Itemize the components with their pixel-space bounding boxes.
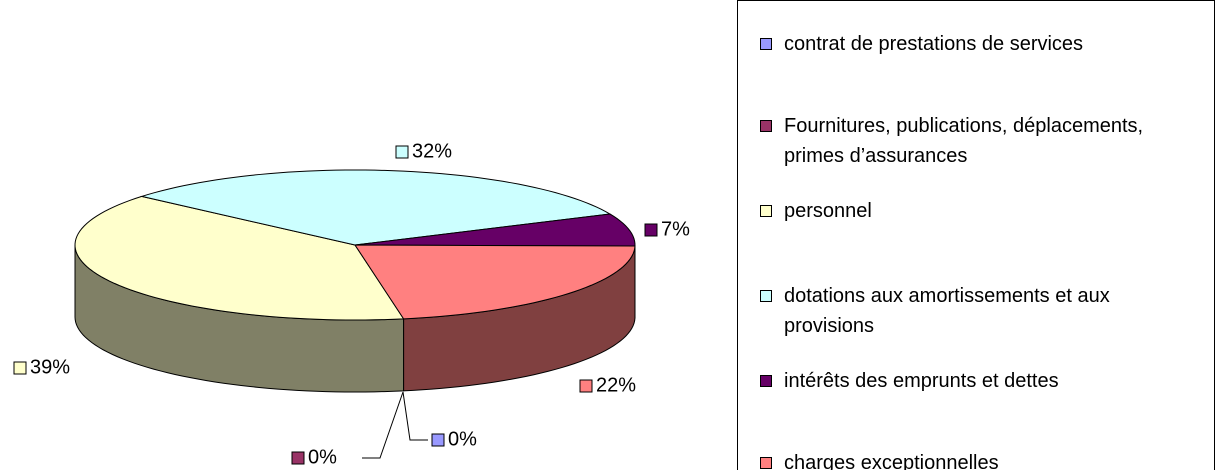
legend-item: charges exceptionnelles (760, 448, 1190, 470)
legend-swatch (760, 205, 772, 217)
leader-line (402, 391, 428, 441)
leader-line (362, 391, 404, 459)
slice (354, 244, 636, 320)
data-label: 39% (30, 356, 70, 378)
label-swatch (431, 433, 445, 447)
slice (74, 195, 405, 321)
legend-swatch (760, 290, 772, 302)
legend-label: personnel (784, 200, 872, 222)
label-swatch (644, 223, 658, 237)
slice (139, 169, 612, 246)
legend-label: charges exceptionnelles (784, 452, 999, 470)
legend-swatch (760, 120, 772, 132)
legend-label: intérêts des emprunts et dettes (784, 370, 1059, 392)
legend-item: personnel (760, 196, 1190, 226)
slice (354, 213, 636, 247)
data-label: 22% (596, 374, 636, 396)
data-label: 0% (308, 446, 337, 468)
label-swatch (291, 451, 305, 465)
legend-label: Fournitures, publications, déplacements,… (784, 115, 1144, 167)
data-label: 32% (412, 140, 452, 162)
legend-item: intérêts des emprunts et dettes (760, 366, 1190, 396)
legend-swatch (760, 375, 772, 387)
data-label: 0% (448, 428, 477, 450)
label-swatch (579, 379, 593, 393)
data-label: 7% (661, 218, 690, 240)
legend-item: Fournitures, publications, déplacements,… (760, 111, 1190, 171)
legend-item: dotations aux amortissements et aux prov… (760, 281, 1190, 341)
label-swatch (395, 145, 409, 159)
legend-item: contrat de prestations de services (760, 29, 1190, 59)
label-swatch (13, 361, 27, 375)
legend-label: contrat de prestations de services (784, 33, 1084, 55)
pie-area: 0% 0% 39% 32% 7% 22% (13, 140, 690, 468)
legend-swatch (760, 38, 772, 50)
legend: contrat de prestations de services Fourni… (737, 0, 1215, 470)
legend-swatch (760, 457, 772, 469)
legend-label: dotations aux amortissements et aux prov… (784, 285, 1110, 337)
